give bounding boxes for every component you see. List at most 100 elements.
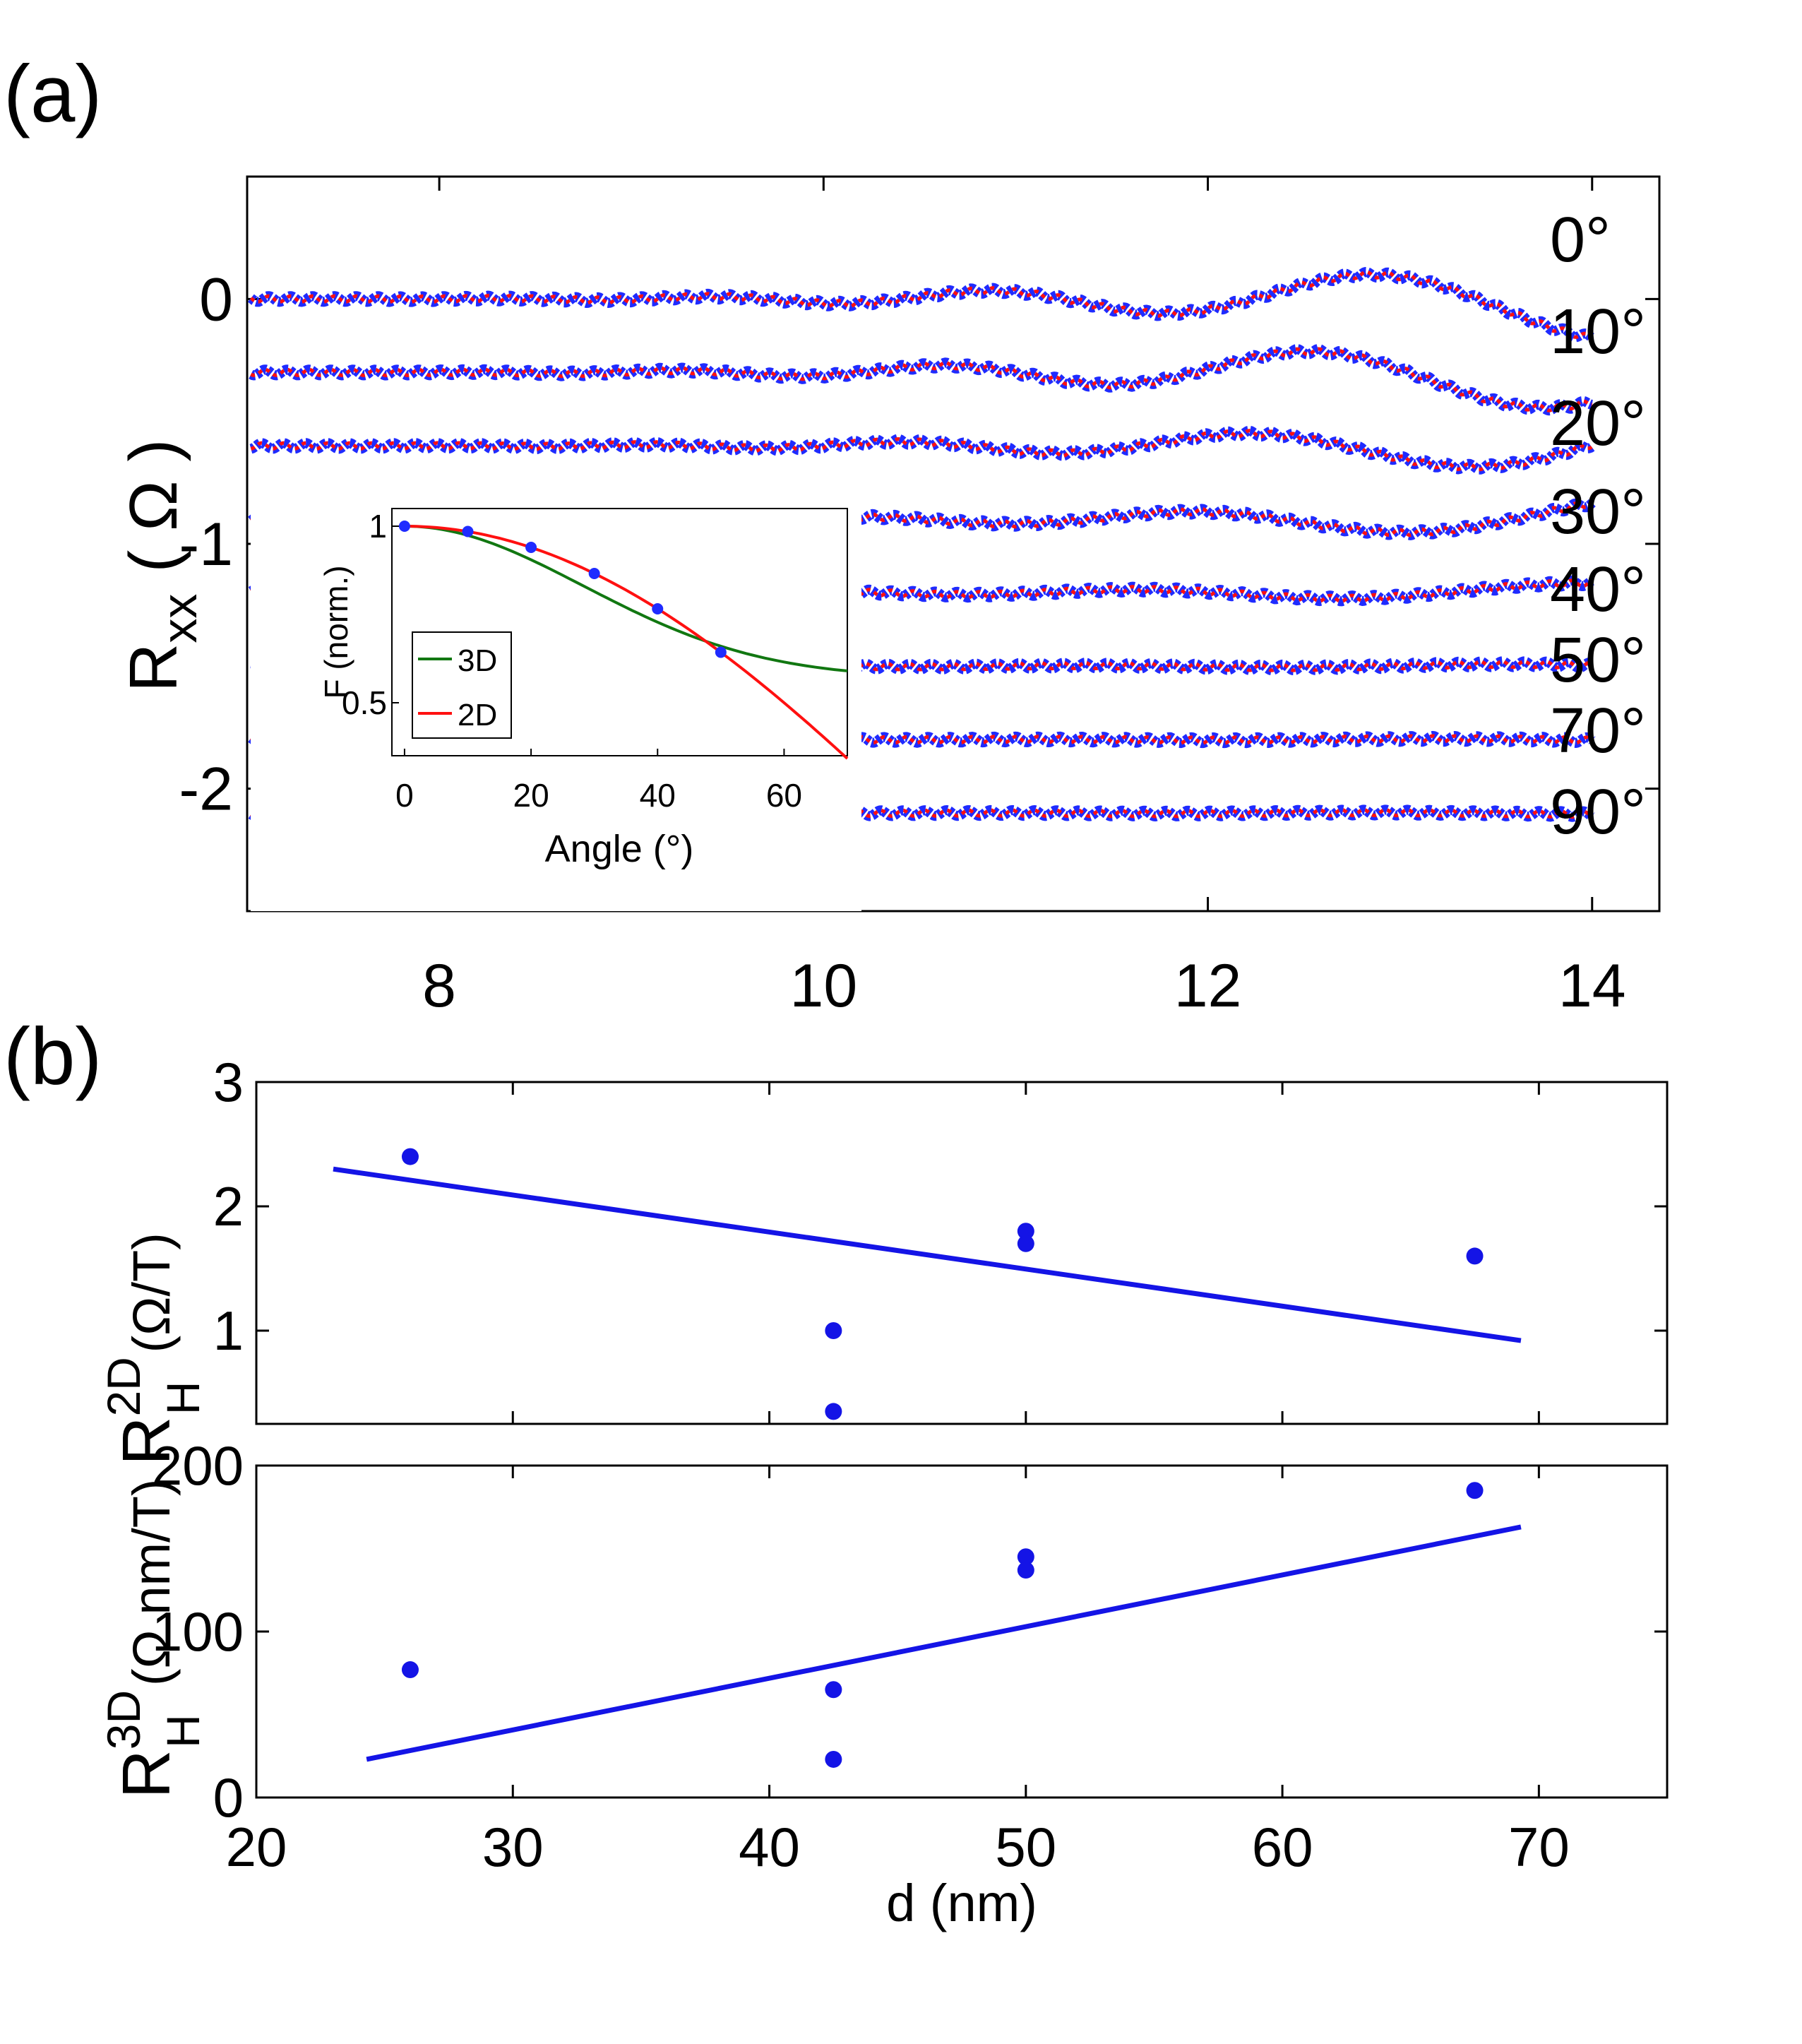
legend-label-3d: 3D: [458, 643, 497, 678]
panel-b-top-data-point: [825, 1322, 842, 1339]
panel-b-top-ylabel-main: R: [109, 1417, 184, 1466]
panel-b-top-marks: [333, 1148, 1522, 1420]
panel-a-ticks: 8 10 12 140-1-2: [179, 177, 1659, 1020]
inset-data-point: [525, 542, 537, 553]
panel-b-top-data-point: [401, 1148, 419, 1165]
panel-b-bottom-marks: [366, 1482, 1522, 1768]
panel-a-ytick-label: -1: [179, 511, 233, 578]
inset-series: [398, 521, 849, 760]
inset-xtick-label: 20: [513, 777, 549, 814]
angle-label: 70°: [1550, 696, 1646, 766]
panel-a-xtick-label: 14: [1558, 952, 1626, 1020]
panel-b-bottom-xtick-label: 30: [482, 1816, 544, 1878]
panel-b-top-ylabel-sup: 2D: [97, 1357, 150, 1416]
panel-b-bottom-ticks: 20 30 40 50 60 70 0 100 200: [152, 1434, 1667, 1878]
panel-b-bottom-data-point: [825, 1681, 842, 1699]
inset-xlabel: Angle (°): [545, 828, 694, 870]
panel-b-top-ytick-label: 3: [213, 1051, 244, 1113]
panel-b-bottom-ylabel: R3D H (Ω nm/T): [97, 1478, 209, 1798]
inset-legend-box: [412, 631, 512, 739]
panel-label-a: (a): [4, 49, 102, 139]
panel-b-bottom-data-point: [401, 1661, 419, 1679]
panel-a-ytick-label: 0: [199, 266, 233, 333]
inset-xtick-label: 60: [766, 777, 802, 814]
inset-axes: [251, 494, 861, 911]
inset-3d-curve: [404, 525, 848, 672]
inset-data-point: [398, 521, 410, 532]
panel-b-bottom-ytick-label: 0: [213, 1766, 244, 1829]
panel-b-top-fit-line: [333, 1166, 1522, 1343]
rxx-data-70deg: [247, 730, 1596, 749]
panel-b-bottom-ytick-label: 200: [152, 1434, 244, 1497]
inset-data-point: [462, 525, 474, 537]
panel-b-bottom-ytick-label: 100: [152, 1600, 244, 1663]
panel-a-xtick-label: 10: [789, 952, 857, 1020]
angle-label: 10°: [1550, 297, 1646, 367]
panel-b-bottom-fit-line: [366, 1524, 1522, 1762]
panel-b-bottom-data-point: [1017, 1548, 1034, 1566]
panel-a-ylabel-main: R: [116, 643, 191, 692]
rxx-data-30deg: [247, 498, 1596, 540]
inset-xtick-label: 0: [395, 777, 414, 814]
inset-data-point: [715, 646, 727, 658]
rxx-data-20deg: [247, 425, 1596, 475]
panel-a-xtick-label: 12: [1174, 952, 1242, 1020]
panel-b-bottom-xtick-label: 40: [739, 1816, 800, 1878]
inset-ticks: 0 20 40 60 1 0.5: [342, 508, 802, 814]
panel-b-bottom-ylabel-sup: 3D: [97, 1690, 150, 1749]
panel-b-top-data-point: [1466, 1247, 1484, 1265]
angle-label: 0°: [1550, 205, 1611, 275]
panel-b-bottom-ylabel-main: R: [109, 1749, 184, 1798]
rxx-fit-20deg: [250, 429, 1594, 472]
panel-b-top-data-point: [1017, 1223, 1034, 1240]
panel-b-bottom-xtick-label: 50: [995, 1816, 1056, 1878]
inset-2d-curve: [404, 525, 849, 760]
panel-b-bottom-xtick-label: 70: [1508, 1816, 1570, 1878]
angle-label: 30°: [1550, 477, 1646, 547]
rxx-fit-10deg: [250, 347, 1593, 412]
inset-ytick-label: 0.5: [342, 684, 387, 721]
panel-b-top-ylabel-sub: H: [157, 1382, 209, 1415]
panel-a-ylabel-unit: ( Ω ): [116, 439, 191, 573]
panel-b-bottom-frame: [255, 1464, 1669, 1799]
panel-b-top-ticks: 1 2 3: [213, 1051, 1667, 1424]
panel-b-top-ytick-label: 1: [213, 1300, 244, 1362]
inset-ytick-label: 1: [369, 508, 387, 545]
panel-b-bottom-ylabel-sub: H: [157, 1714, 209, 1748]
panel-b-top-ylabel-unit: (Ω/T): [122, 1232, 181, 1353]
angle-label: 90°: [1550, 777, 1646, 848]
rxx-fit-0deg: [249, 270, 1594, 340]
inset-data-point: [588, 568, 600, 579]
panel-b-bottom-data-point: [1466, 1482, 1484, 1499]
panel-a-ylabel-sub: xx: [152, 594, 207, 643]
rxx-data-10deg: [247, 344, 1596, 416]
panel-b-bottom-data-point: [825, 1750, 842, 1768]
inset-background: [251, 494, 861, 911]
panel-a-xtick-label: 8: [422, 952, 456, 1020]
panel-b-top-data-point: [1017, 1235, 1034, 1252]
panel-b-top-data-point: [825, 1403, 842, 1420]
panel-b-xlabel: d (nm): [886, 1874, 1037, 1932]
inset-frame: [391, 508, 848, 756]
panel-a-angle-labels: 0° 10° 20° 30°40°50°70° 90°: [1550, 205, 1646, 848]
panel-a-ytick-label: -2: [179, 756, 233, 824]
inset-legend: 3D 2D: [412, 631, 512, 739]
angle-label: 20°: [1550, 388, 1646, 459]
panel-b-top-frame: [255, 1081, 1669, 1425]
angle-label: 50°: [1550, 625, 1646, 696]
inset-data-point: [652, 603, 664, 614]
panel-b-bottom-xtick-label: 60: [1252, 1816, 1313, 1878]
inset-ylabel: F (norm.): [318, 565, 354, 699]
rxx-data-0deg: [247, 267, 1596, 343]
legend-label-2d: 2D: [458, 698, 497, 732]
panel-b-top-ylabel: R2D H (Ω/T): [97, 1232, 209, 1466]
panel-label-b: (b): [4, 1012, 102, 1102]
inset-xtick-label: 40: [640, 777, 676, 814]
panel-b-bottom-ylabel-unit: (Ω nm/T): [122, 1478, 181, 1686]
panel-a-ylabel: Rxx ( Ω ): [116, 439, 207, 692]
panel-b-bottom-xtick-label: 20: [226, 1816, 287, 1878]
panel-b-top-ytick-label: 2: [213, 1175, 244, 1237]
panel-b-bottom-data-point: [1017, 1562, 1034, 1579]
angle-label: 40°: [1550, 554, 1646, 625]
